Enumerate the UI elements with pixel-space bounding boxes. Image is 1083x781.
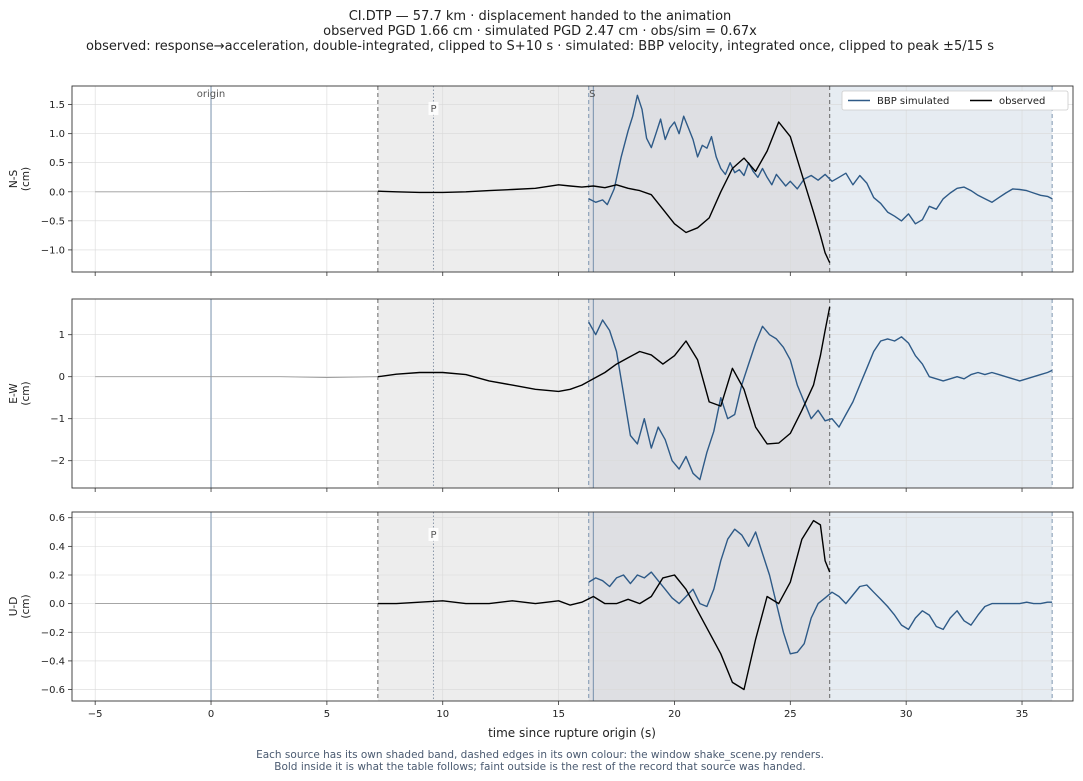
legend-label-simulated: BBP simulated <box>877 96 949 107</box>
y-tick-label: 0.0 <box>49 599 65 610</box>
y-tick-label: 0.6 <box>49 513 65 524</box>
y-axis-label-line-1: U-D <box>8 597 20 617</box>
footer-line-1: Each source has its own shaded band, das… <box>256 749 824 761</box>
y-tick-label: 0.2 <box>49 571 65 582</box>
x-tick-label: 25 <box>784 709 797 720</box>
title-line-2: observed PGD 1.66 cm · simulated PGD 2.4… <box>323 24 757 39</box>
title-line-1: CI.DTP — 57.7 km · displacement handed t… <box>349 9 732 24</box>
y-tick-label: 1.5 <box>49 100 65 111</box>
y-axis-label-line-2: (cm) <box>20 381 32 405</box>
axes-frame <box>71 85 1074 273</box>
overlap-window-band <box>588 299 830 488</box>
y-tick-label: −0.4 <box>41 656 65 667</box>
x-tick-label: 30 <box>900 709 913 720</box>
p-marker-label-bg <box>428 102 439 115</box>
y-tick-label: 0.5 <box>49 158 65 169</box>
x-tick-label: 15 <box>552 709 565 720</box>
y-axis-label: U-D (cm) <box>8 594 32 618</box>
p-marker-label: P <box>430 104 436 115</box>
y-tick-label: −0.2 <box>41 628 65 639</box>
x-tick-label: −5 <box>88 709 103 720</box>
observed-trace <box>377 306 831 445</box>
observed-trace-faint <box>95 376 378 378</box>
y-tick-label: −2 <box>50 456 65 467</box>
y-tick-label: −0.5 <box>41 216 65 227</box>
y-axis-label-line-1: N-S <box>8 170 20 189</box>
title-line-3: observed: response→acceleration, double-… <box>86 39 994 54</box>
y-tick-label: −1.0 <box>41 245 65 256</box>
y-tick-label: 1 <box>59 330 65 341</box>
p-marker-label-bg <box>428 528 439 541</box>
y-tick-label: 0.0 <box>49 187 65 198</box>
s-marker-label: S <box>589 89 595 100</box>
legend-box <box>841 90 1069 111</box>
y-axis-label-line-2: (cm) <box>20 594 32 618</box>
x-axis-label: time since rupture origin (s) <box>488 726 656 740</box>
y-tick-label: 0 <box>59 372 65 383</box>
panel-ns: −1.0 −0.5 0.0 0.5 1.0 1.5 N-S (cm) origin S P BBP s… <box>8 85 1074 276</box>
y-axis-label-line-1: E-W <box>8 383 20 404</box>
x-tick-label: 0 <box>208 709 214 720</box>
legend: BBP simulated observed <box>841 90 1069 111</box>
overlap-window-band <box>588 512 830 701</box>
y-tick-label: 0.4 <box>49 542 65 553</box>
overlap-window-band <box>588 86 830 272</box>
x-tick-label: 20 <box>668 709 681 720</box>
axes-frame <box>71 298 1074 489</box>
y-axis-label: E-W (cm) <box>8 381 32 405</box>
simulated-trace <box>588 528 1053 655</box>
axes-frame <box>71 511 1074 702</box>
y-axis-label: N-S (cm) <box>8 167 32 191</box>
footer-line-2: Bold inside it is what the table follows… <box>274 761 805 773</box>
y-tick-label: 1.0 <box>49 129 65 140</box>
panel-ud: −0.6 −0.4 −0.2 0.0 0.2 0.4 0.6 −5 0 5 10 15 20 25 30 35… <box>8 511 1074 720</box>
y-axis-label-line-2: (cm) <box>20 167 32 191</box>
simulated-trace <box>588 319 1053 481</box>
p-marker-label: P <box>430 530 436 541</box>
x-tick-label: 35 <box>1016 709 1029 720</box>
observed-trace <box>377 121 831 263</box>
y-tick-label: −1 <box>50 414 65 425</box>
x-tick-label: 5 <box>324 709 330 720</box>
observed-trace <box>377 519 831 691</box>
x-tick-label: 10 <box>436 709 449 720</box>
origin-marker-label: origin <box>197 89 225 100</box>
simulated-trace <box>588 94 1053 225</box>
y-tick-label: −0.6 <box>41 685 65 696</box>
observed-trace-faint <box>95 190 378 193</box>
panel-ew: −2 −1 0 1 E-W (cm) <box>8 298 1074 492</box>
legend-label-observed: observed <box>999 96 1045 107</box>
